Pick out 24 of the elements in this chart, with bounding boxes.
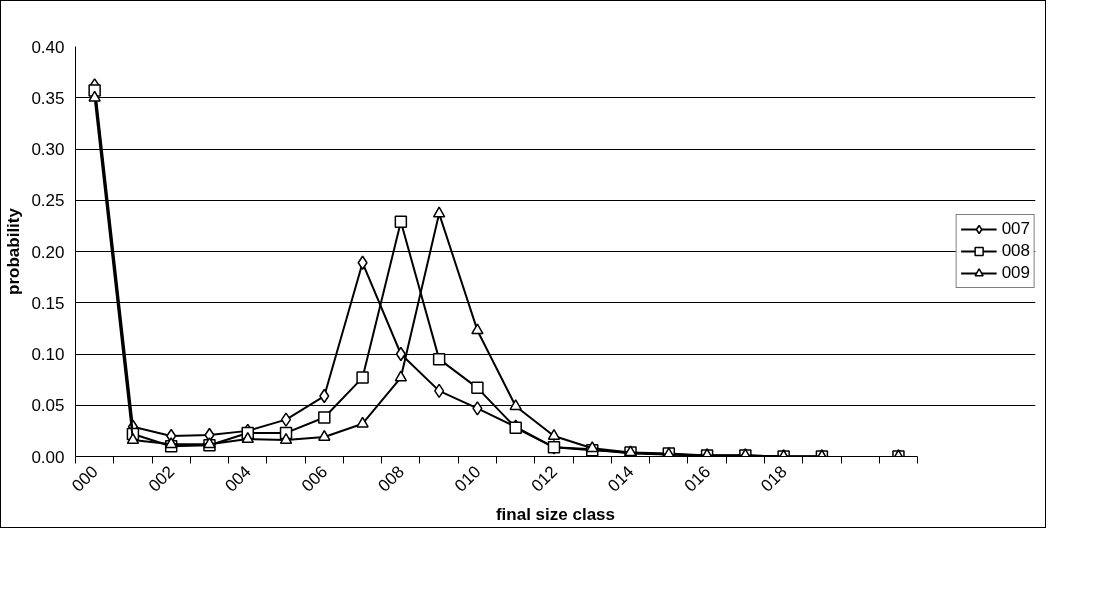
x-tick-label: 016	[680, 462, 715, 496]
x-tick-label: 008	[374, 462, 408, 496]
x-tick-label: 012	[527, 462, 562, 496]
y-axis-title: probability	[4, 207, 24, 295]
y-tick-label: 0.00	[31, 447, 65, 467]
x-tick-label: 000	[68, 462, 102, 496]
y-tick-label: 0.30	[31, 140, 65, 159]
x-tick-label: 004	[221, 462, 255, 496]
x-tick-label: 018	[757, 462, 791, 496]
y-tick-label: 0.05	[31, 396, 65, 416]
x-tick-label: 010	[450, 462, 485, 496]
y-tick-label: 0.15	[31, 293, 65, 313]
legend-label: 007	[1001, 219, 1030, 239]
y-tick-label: 0.25	[31, 191, 65, 211]
x-axis-title: final size class	[495, 505, 616, 525]
y-tick-label: 0.40	[31, 37, 65, 57]
legend-label: 008	[1001, 241, 1030, 261]
x-tick-label: 014	[604, 462, 638, 496]
x-tick-label: 006	[297, 462, 332, 496]
y-tick-label: 0.10	[31, 345, 65, 364]
legend-label: 009	[1001, 263, 1030, 283]
y-tick-label: 0.20	[31, 242, 65, 262]
y-tick-label: 0.35	[31, 88, 65, 108]
x-tick-label: 002	[144, 462, 179, 496]
